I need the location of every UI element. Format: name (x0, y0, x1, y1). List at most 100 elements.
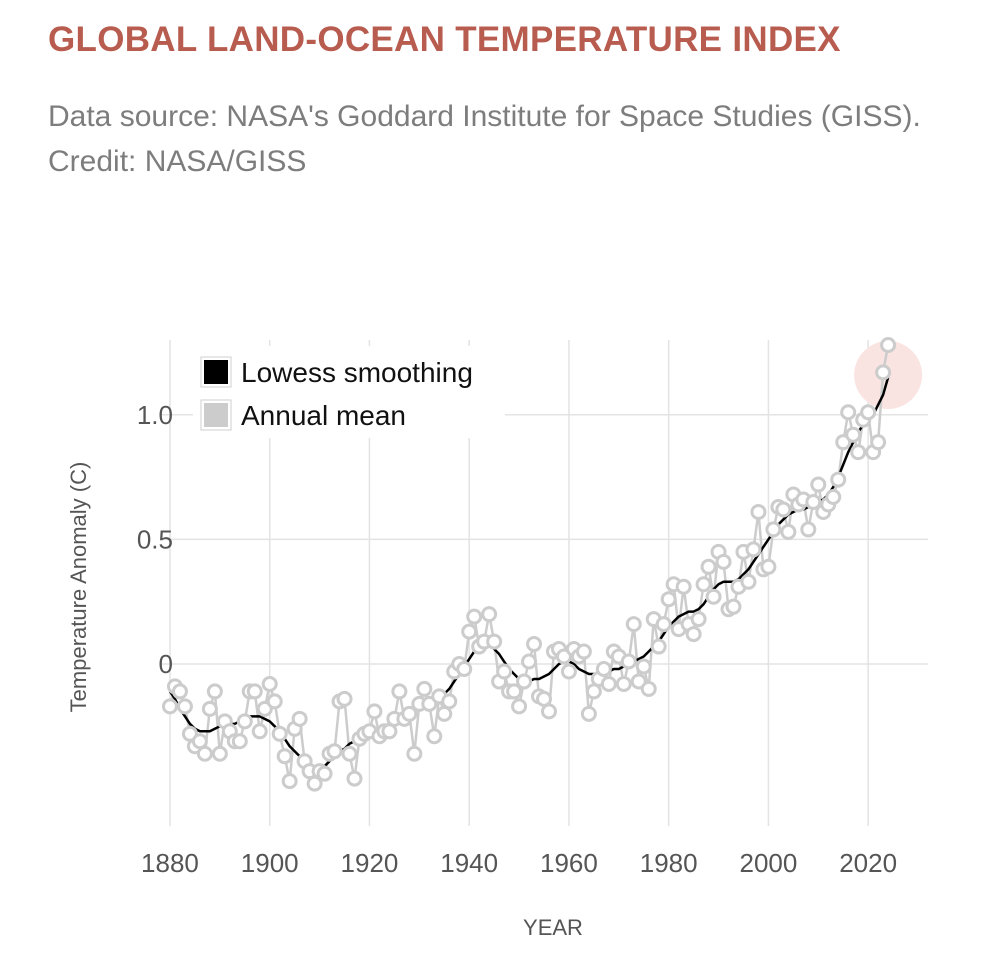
legend-label: Lowess smoothing (241, 357, 473, 388)
annual-mean-point (516, 673, 533, 690)
annual-mean-point (271, 725, 288, 742)
annual-mean-point (521, 653, 538, 670)
annual-mean-point (805, 494, 822, 510)
x-tick-label: 1940 (440, 848, 498, 878)
annual-mean-point (810, 476, 827, 493)
annual-mean-point (760, 558, 777, 575)
annual-mean-point (171, 683, 188, 700)
x-tick-label: 1880 (141, 848, 199, 878)
annual-mean-point (750, 503, 767, 520)
annual-mean-point (690, 611, 707, 628)
annual-mean-point (675, 578, 692, 595)
annual-mean-point (461, 623, 478, 640)
annual-mean-point (486, 633, 503, 650)
annual-mean-point (261, 675, 278, 692)
annual-mean-point (560, 663, 577, 680)
annual-mean-point (456, 660, 473, 677)
annual-mean-point (246, 683, 263, 700)
annual-mean-point (336, 690, 353, 707)
annual-mean-point (825, 489, 842, 506)
annual-mean-point (620, 653, 637, 670)
annual-mean-point (496, 663, 513, 680)
annual-mean-point (276, 748, 293, 765)
x-tick-label: 2000 (739, 848, 797, 878)
annual-mean-point (201, 700, 218, 717)
annual-mean-point (236, 713, 253, 730)
x-tick-label: 2020 (839, 848, 897, 878)
annual-mean-point (580, 705, 597, 722)
annual-mean-markers (161, 336, 897, 792)
legend-swatch (202, 358, 230, 386)
y-axis-title: Temperature Anomaly (C) (66, 462, 91, 713)
legend-swatch-border (200, 399, 232, 431)
annual-mean-point (870, 434, 887, 451)
annual-mean-point (650, 638, 667, 655)
page-title: GLOBAL LAND-OCEAN TEMPERATURE INDEX (48, 20, 841, 59)
annual-mean-point (860, 404, 877, 421)
annual-mean-point (700, 558, 717, 575)
annual-mean-point (161, 698, 178, 715)
annual-mean-point (625, 616, 642, 633)
annual-mean-point (660, 591, 677, 608)
annual-mean-point (715, 553, 732, 570)
annual-mean-point (595, 660, 612, 677)
annual-mean-point (326, 743, 343, 760)
x-tick-label: 1900 (241, 848, 299, 878)
annual-mean-point (695, 576, 712, 593)
annual-mean-point (830, 471, 847, 488)
annual-mean-point (875, 364, 892, 381)
annual-mean-point (780, 523, 797, 540)
y-tick-label: 1.0 (137, 400, 173, 430)
annual-mean-point (406, 745, 423, 762)
annual-mean-point (685, 626, 702, 643)
annual-mean-point (481, 606, 498, 623)
annual-mean-point (506, 683, 523, 700)
legend-swatch (202, 401, 230, 429)
annual-mean-point (366, 703, 383, 720)
annual-mean-point (341, 745, 358, 762)
annual-mean-point (850, 444, 867, 461)
annual-mean-point (346, 770, 363, 787)
annual-mean-point (880, 336, 897, 353)
annual-mean-point (635, 658, 652, 675)
chart-subtitle: Data source: NASA's Goddard Institute fo… (48, 100, 921, 178)
annual-mean-point (655, 616, 672, 633)
annual-mean-point (775, 501, 792, 518)
annual-mean-point (316, 765, 333, 782)
annual-mean-point (266, 693, 283, 710)
legend-swatch-border (200, 356, 232, 388)
legend: Lowess smoothing Annual mean (193, 346, 505, 438)
legend-label: Annual mean (241, 400, 406, 431)
annual-mean-point (416, 680, 433, 697)
annual-mean-point (845, 426, 862, 443)
annual-mean-point (231, 733, 248, 750)
annual-mean-point (426, 728, 443, 745)
annual-mean-point (725, 598, 742, 615)
x-tick-label: 1960 (540, 848, 598, 878)
annual-mean-point (401, 705, 418, 722)
y-tick-label: 0 (159, 649, 173, 679)
annual-mean-point (740, 573, 757, 590)
annual-mean-point (540, 703, 557, 720)
annual-mean-point (840, 404, 857, 421)
x-tick-label: 1920 (341, 848, 399, 878)
legend-background (193, 346, 505, 438)
x-tick-label: 1980 (640, 848, 698, 878)
annual-mean-point (575, 643, 592, 660)
annual-mean-point (211, 745, 228, 762)
annual-mean-point (640, 680, 657, 697)
annual-mean-point (511, 698, 528, 715)
annual-mean-point (765, 521, 782, 538)
annual-mean-point (705, 588, 722, 605)
y-tick-label: 0.5 (137, 524, 173, 554)
annual-mean-point (196, 745, 213, 762)
annual-mean-point (745, 541, 762, 558)
annual-mean-point (391, 683, 408, 700)
annual-mean-point (206, 683, 223, 700)
annual-mean-point (441, 693, 458, 710)
annual-mean-point (251, 723, 268, 740)
annual-mean-point (615, 675, 632, 692)
annual-mean-point (176, 698, 193, 715)
x-axis-title: YEAR (523, 915, 583, 940)
